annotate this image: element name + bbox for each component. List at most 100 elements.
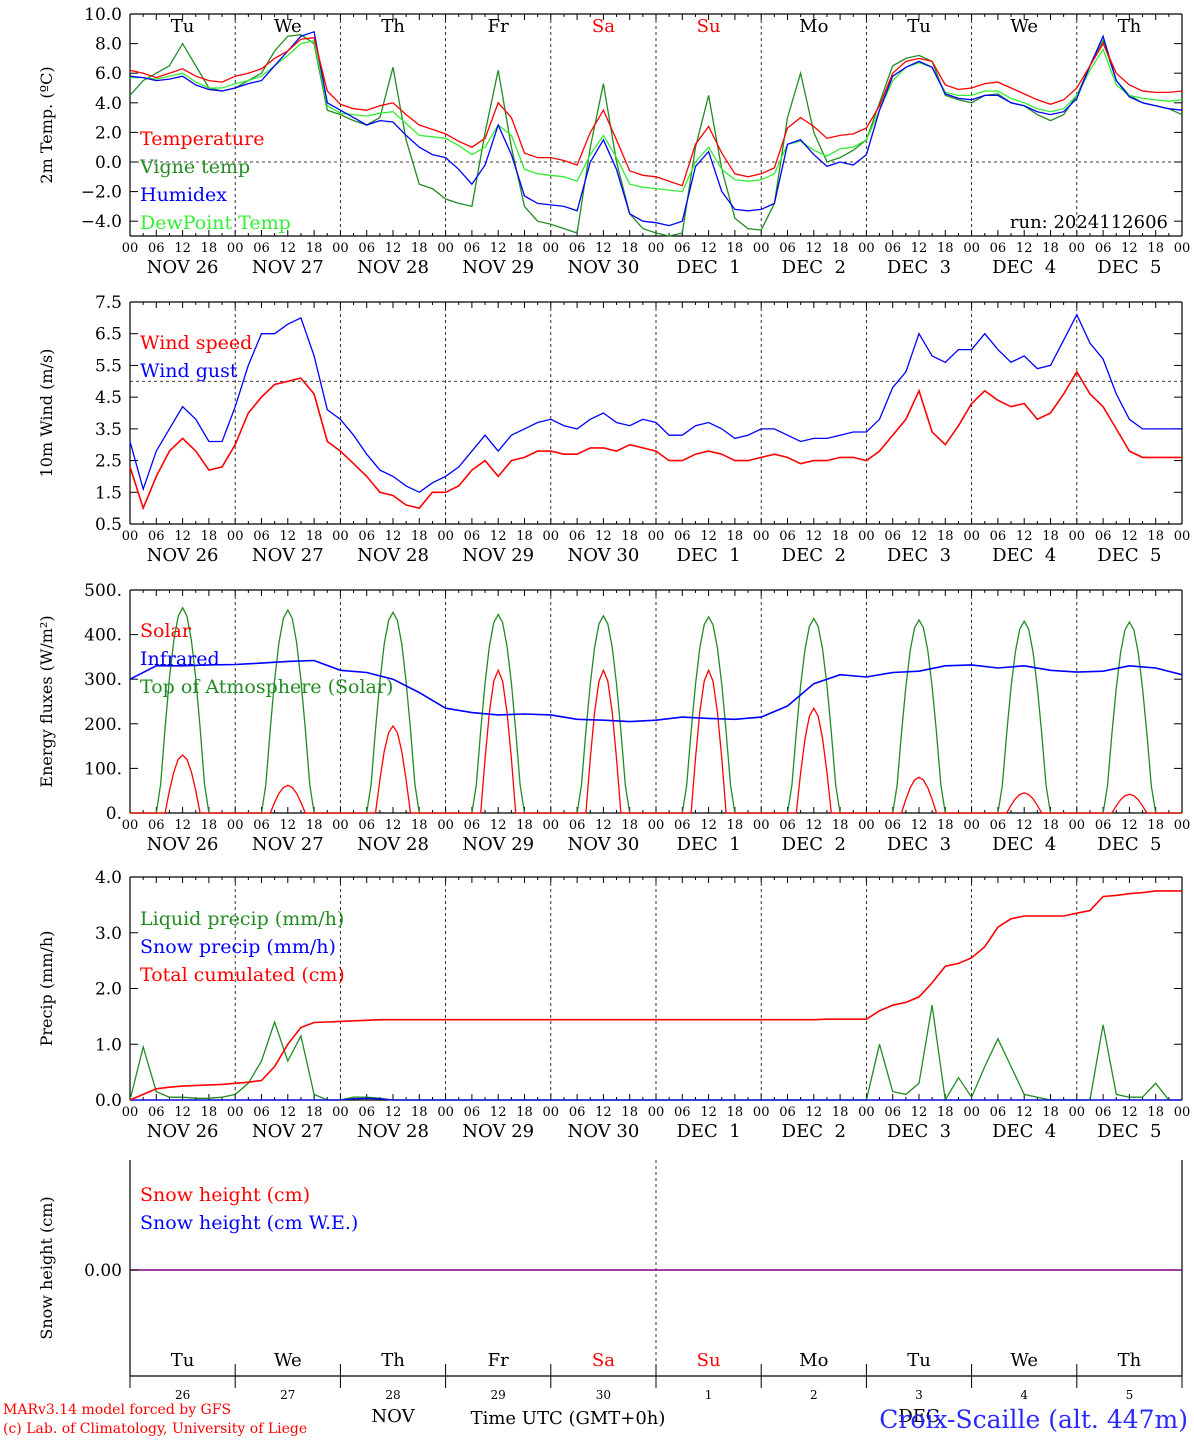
hour-tick-label: 12 xyxy=(595,1105,612,1120)
station-label: Croix-Scaille (alt. 447m) xyxy=(879,1405,1188,1434)
hour-tick-label: 00 xyxy=(963,241,980,256)
hour-tick-label: 18 xyxy=(832,1105,849,1120)
legend-temperature: Temperature xyxy=(140,128,264,150)
hour-tick-label: 12 xyxy=(1016,529,1033,544)
date-label: NOV 27 xyxy=(252,545,324,566)
legend-vigne-temp: Vigne temp xyxy=(139,156,250,178)
hour-tick-label: 00 xyxy=(543,818,560,833)
hour-tick-label: 06 xyxy=(253,241,270,256)
date-label: NOV 27 xyxy=(252,257,324,278)
day-number: 29 xyxy=(491,1388,506,1402)
hour-tick-label: 06 xyxy=(358,818,375,833)
y-tick-label: 0.5 xyxy=(95,515,122,535)
hour-tick-label: 00 xyxy=(648,818,665,833)
y-tick-label: 400. xyxy=(84,626,122,646)
hour-tick-label: 18 xyxy=(832,241,849,256)
x-axis-label: Time UTC (GMT+0h) xyxy=(471,1408,666,1429)
date-label: NOV 28 xyxy=(357,545,429,566)
hour-tick-label: 00 xyxy=(122,818,139,833)
hour-tick-label: 18 xyxy=(832,529,849,544)
y-tick-label: 100. xyxy=(84,759,122,779)
hour-tick-label: 06 xyxy=(1095,241,1112,256)
hour-tick-label: 00 xyxy=(122,1105,139,1120)
hour-tick-label: 00 xyxy=(753,529,770,544)
y-axis-label: 2m Temp. (ºC) xyxy=(37,66,56,183)
y-axis-label: Precip (mm/h) xyxy=(37,931,56,1047)
hour-tick-label: 18 xyxy=(1147,529,1164,544)
legend-snow-height-cm-: Snow height (cm) xyxy=(140,1184,310,1206)
hour-tick-label: 12 xyxy=(1121,818,1138,833)
y-tick-label: 0.0 xyxy=(95,153,122,173)
hour-tick-label: 18 xyxy=(832,818,849,833)
legend-liquid-precip-mm-h-: Liquid precip (mm/h) xyxy=(140,908,344,930)
day-number: 27 xyxy=(280,1388,295,1402)
hour-tick-label: 00 xyxy=(122,241,139,256)
meteogram: 00 06 12 18NOV 2600 06 12 18NOV 2700 06 12 18NOV … xyxy=(0,0,1194,1440)
hour-tick-label: 00 xyxy=(648,1105,665,1120)
date-label: NOV 26 xyxy=(147,1121,219,1142)
day-number: 26 xyxy=(175,1388,190,1402)
hour-tick-label: 06 xyxy=(569,241,586,256)
hour-tick-label: 18 xyxy=(1147,818,1164,833)
hour-tick-label: 00 xyxy=(1069,529,1086,544)
hour-tick-label: 18 xyxy=(411,529,428,544)
day-letter: Mo xyxy=(799,1350,828,1371)
day-letter: We xyxy=(274,1350,302,1371)
y-tick-label: 2.0 xyxy=(95,123,122,143)
day-number: 28 xyxy=(385,1388,400,1402)
hour-tick-label: 12 xyxy=(700,818,717,833)
legend-wind-speed: Wind speed xyxy=(140,332,252,354)
y-tick-label: 200. xyxy=(84,715,122,735)
y-tick-label: 6.0 xyxy=(95,64,122,84)
legend-dewpoint-temp: DewPoint Temp xyxy=(140,212,291,234)
hour-tick-label: 00 xyxy=(648,241,665,256)
day-letter: Su xyxy=(697,16,721,37)
hour-tick-label: 00 xyxy=(1174,529,1191,544)
hour-tick-label: 18 xyxy=(1042,529,1059,544)
legend-top-of-atmosphere-solar-: Top of Atmosphere (Solar) xyxy=(140,676,393,698)
hour-tick-label: 06 xyxy=(884,818,901,833)
hour-tick-label: 06 xyxy=(569,818,586,833)
y-tick-label: 0.00 xyxy=(84,1261,122,1281)
day-letter: Th xyxy=(381,16,405,37)
hour-tick-label: 18 xyxy=(1147,241,1164,256)
y-tick-label: 4.5 xyxy=(95,388,122,408)
model-credit: MARv3.14 model forced by GFS xyxy=(3,1402,231,1418)
y-tick-label: 300. xyxy=(84,670,122,690)
hour-tick-label: 12 xyxy=(385,529,402,544)
hour-tick-label: 06 xyxy=(358,529,375,544)
hour-tick-label: 06 xyxy=(464,1105,481,1120)
hour-tick-label: 18 xyxy=(1042,241,1059,256)
hour-tick-label: 06 xyxy=(990,818,1007,833)
hour-tick-label: 06 xyxy=(779,1105,796,1120)
lab-credit: (c) Lab. of Climatology, University of L… xyxy=(3,1421,307,1437)
hour-tick-label: 12 xyxy=(385,241,402,256)
hour-tick-label: 12 xyxy=(700,241,717,256)
hour-tick-label: 00 xyxy=(437,1105,454,1120)
hour-tick-label: 06 xyxy=(464,818,481,833)
hour-tick-label: 12 xyxy=(595,529,612,544)
y-tick-label: 500. xyxy=(84,581,122,601)
day-letter: Sa xyxy=(592,1350,615,1371)
hour-tick-label: 00 xyxy=(437,241,454,256)
hour-tick-label: 06 xyxy=(990,529,1007,544)
hour-tick-label: 00 xyxy=(1069,241,1086,256)
hour-tick-label: 12 xyxy=(700,529,717,544)
hour-tick-label: 18 xyxy=(411,241,428,256)
y-tick-label: 5.5 xyxy=(95,356,122,376)
y-tick-label: 0. xyxy=(106,804,122,824)
hour-tick-label: 12 xyxy=(911,529,928,544)
hour-tick-label: 00 xyxy=(1174,241,1191,256)
y-tick-label: −4.0 xyxy=(81,212,122,232)
hour-tick-label: 12 xyxy=(1016,1105,1033,1120)
date-label: DEC 4 xyxy=(992,545,1056,566)
y-tick-label: 1.0 xyxy=(95,1035,122,1055)
legend-solar: Solar xyxy=(140,620,192,642)
date-label: NOV 30 xyxy=(567,545,639,566)
date-label: DEC 5 xyxy=(1097,834,1161,855)
hour-tick-label: 00 xyxy=(1069,1105,1086,1120)
hour-tick-label: 06 xyxy=(674,529,691,544)
hour-tick-label: 12 xyxy=(595,818,612,833)
y-axis-label: Snow height (cm) xyxy=(37,1196,56,1339)
hour-tick-label: 00 xyxy=(332,818,349,833)
